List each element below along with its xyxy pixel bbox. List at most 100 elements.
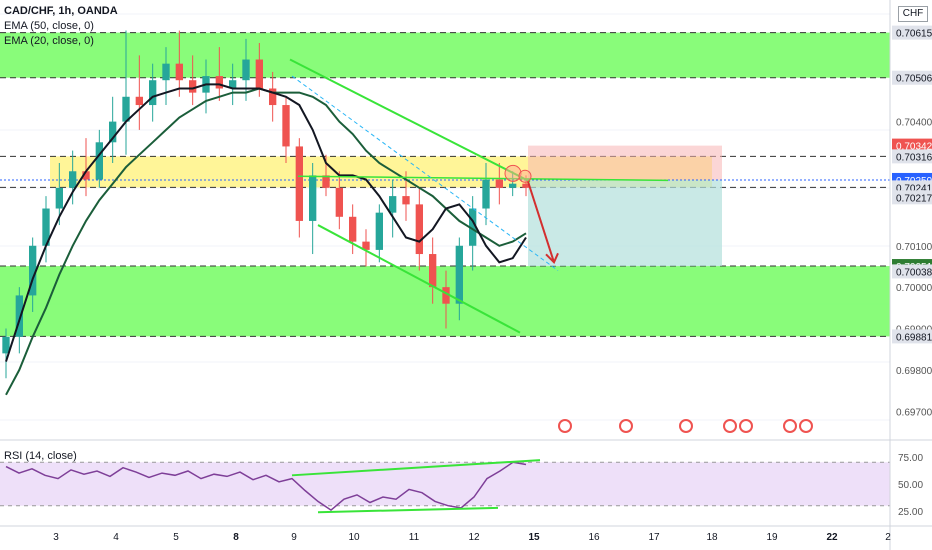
ema50-legend: EMA (50, close, 0) [4,20,94,32]
candle [55,187,63,209]
candle [442,287,450,304]
forecast-arrowhead [545,252,559,265]
rsi-trendline-upper [291,459,541,477]
time-axis-label: 15 [528,532,540,543]
candle [482,179,490,209]
zone-green [0,32,890,78]
price-axis-label: 0.70241 [896,183,932,194]
candle [15,295,23,337]
candle [375,212,383,250]
ema20-line [5,83,527,362]
candle [69,171,77,188]
time-axis-label: 12 [468,532,480,543]
economic-event-icon [739,419,753,433]
candle [335,187,343,217]
price-axis-label: 0.70316 [896,152,932,163]
candle [29,245,37,296]
candle [229,80,237,89]
rsi-axis-label: 25.00 [898,507,923,518]
candle [509,183,517,188]
candle [109,121,117,143]
time-axis-label: 17 [648,532,660,543]
price-label-bg [892,70,932,85]
time-axis-label: 18 [706,532,718,543]
chart-legend: CAD/CHF, 1h, OANDA EMA (50, close, 0) EM… [4,4,118,49]
candle [389,196,397,213]
ema50-line [5,87,527,396]
rsi-axis-label: 50.00 [898,480,923,491]
candle [282,105,290,147]
candle [255,59,263,89]
trendline-upper [289,58,531,183]
rsi-band [0,462,890,506]
time-axis-label: 10 [348,532,360,543]
trendline-lower [317,224,521,334]
price-label-bg [892,329,932,344]
price-axis-label: 0.70506 [896,74,932,85]
candle [122,96,130,122]
candle [42,208,50,246]
economic-event-icon [799,419,813,433]
price-label-bg [892,190,932,205]
candle [95,142,103,180]
candle [322,175,330,188]
price-axis-label: 0.69700 [896,407,932,418]
candle [269,88,277,106]
price-axis-label: 0.70038 [896,267,932,278]
candle [295,146,303,221]
time-axis-label: 22 [826,532,838,543]
time-axis-label: 8 [233,532,239,543]
candle [522,183,530,188]
rsi-legend: RSI (14, close) [4,450,77,462]
candle [402,196,410,205]
candle [215,76,223,89]
candle [82,171,90,180]
horizontal-ray [297,175,669,182]
time-axis-label: 16 [588,532,600,543]
ema20-legend: EMA (20, close, 0) [4,35,94,47]
double-top-marker [518,169,532,183]
price-axis-label: 0.70400 [896,118,932,129]
channel-midline [291,75,559,271]
candle [349,216,357,242]
candle [242,59,250,81]
time-axis-label: 4 [113,532,119,543]
candle [149,80,157,106]
price-label-bg [892,149,932,164]
time-axis-label: 11 [409,532,420,543]
candle [135,96,143,106]
candle [415,204,423,255]
candle [495,179,503,188]
candle [429,254,437,288]
double-top-marker [504,164,522,182]
economic-event-icon [783,419,797,433]
stop-loss-zone [528,145,722,180]
rsi-line [5,461,527,512]
price-label-bg [892,138,932,153]
price-label-bg [892,25,932,40]
candle [362,241,370,250]
candle [162,63,170,81]
price-axis-label: 0.70342 [896,142,932,153]
price-axis-label: 0.70100 [896,242,932,253]
time-axis-label: 5 [173,532,179,543]
candle [469,208,477,246]
candle [2,336,10,354]
candle [189,80,197,93]
economic-event-icon [619,419,633,433]
price-axis-label: 0.70217 [896,193,932,204]
candle [175,63,183,81]
time-axis-label: 9 [291,532,297,543]
currency-label: CHF [898,6,928,22]
price-axis-label: 0.70000 [896,283,932,294]
candle [455,245,463,304]
rsi-axis-label: 75.00 [898,453,923,464]
price-axis-label: 0.69800 [896,366,932,377]
price-label-bg [892,264,932,279]
economic-event-icon [558,419,572,433]
economic-event-icon [679,419,693,433]
time-axis-label: 2 [885,532,891,543]
rsi-trendline-lower [317,506,499,514]
time-axis-label: 3 [53,532,59,543]
